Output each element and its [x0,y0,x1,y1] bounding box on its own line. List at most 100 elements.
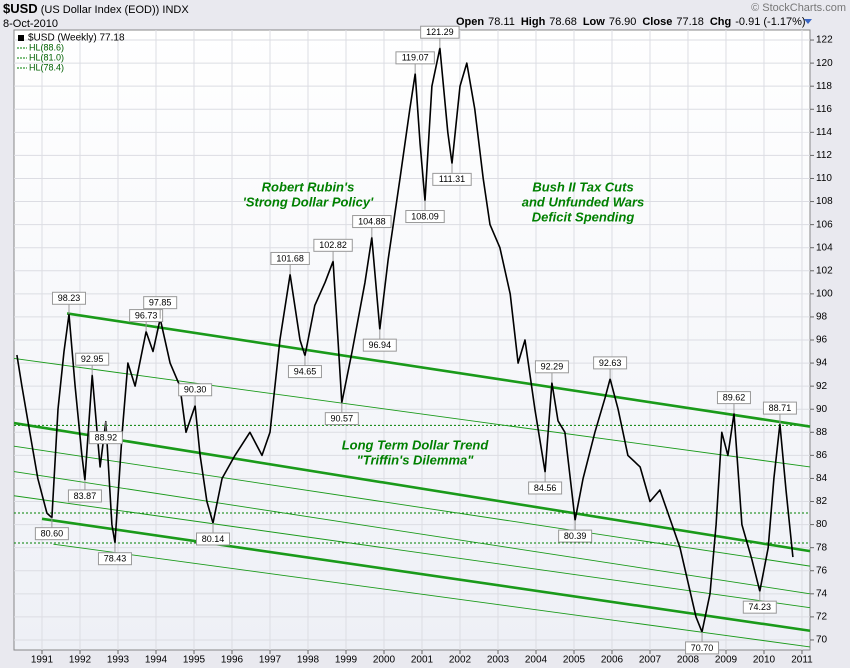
annotation-note: Long Term Dollar Trend [342,437,490,452]
index-name: (US Dollar Index (EOD)) [41,4,160,16]
annotation-label: 84.56 [534,483,557,493]
x-tick-label: 2010 [753,655,776,666]
annotation-label: 119.07 [402,53,429,63]
y-tick-label: 84 [816,473,828,484]
y-tick-label: 110 [816,173,832,184]
annotation-box [75,352,110,366]
legend-label: HL(78.4) [29,62,64,72]
trend-line [41,517,811,633]
x-tick-label: 2005 [563,655,586,666]
y-tick-label: 120 [816,58,833,69]
y-tick-label: 94 [816,358,828,369]
trend-line [13,445,811,567]
annotation-label: 101.68 [276,253,304,263]
x-tick-label: 1994 [145,655,168,666]
x-tick-label: 2003 [487,655,510,666]
annotation-box [762,401,797,415]
y-tick-label: 104 [816,242,833,253]
annotation-box [352,215,392,229]
annotation-label: 70.70 [691,643,714,653]
x-tick-label: 1992 [69,655,92,666]
trend-line [13,471,811,595]
y-tick-label: 82 [816,496,828,507]
credit: © StockCharts.com [751,2,846,14]
annotation-box [362,338,397,352]
quote-label: Close [642,16,672,28]
annotation-box [287,365,322,379]
quote-label: Chg [710,16,731,28]
annotation-label: 96.73 [135,310,158,320]
trend-line [66,312,811,428]
annotation-label: 83.87 [74,491,97,501]
annotation-label: 80.39 [564,531,587,541]
annotation-label: 80.60 [41,529,64,539]
annotation-box [742,600,777,614]
quote-label: High [521,16,546,28]
annotation-label: 96.94 [369,340,392,350]
annotation-label: 94.65 [294,366,317,376]
y-tick-label: 112 [816,150,832,161]
legend-label: $USD (Weekly) 77.18 [28,33,125,44]
annotation-box [313,238,353,252]
x-tick-label: 2007 [639,655,662,666]
trend-line [13,421,811,553]
annotation-note: and Unfunded Wars [522,194,645,209]
x-tick-label: 1997 [259,655,282,666]
y-tick-label: 88 [816,427,828,438]
x-tick-label: 1998 [297,655,320,666]
annotation-label: 74.23 [749,602,772,612]
y-tick-label: 122 [816,35,833,46]
y-tick-label: 92 [816,381,828,392]
annotation-box [97,552,132,566]
x-tick-label: 1995 [183,655,206,666]
annotation-box [270,251,310,265]
annotation-label: 92.29 [541,362,564,372]
annotation-label: 111.31 [439,174,465,184]
annotation-label: 88.71 [769,403,792,413]
annotation-note: Robert Rubin's [262,179,355,194]
y-tick-label: 86 [816,450,828,461]
quote: Open 78.11 High 78.68 Low 76.90 Close 77.18 Chg -… [456,16,806,28]
annotation-label: 108.09 [411,211,439,221]
y-tick-label: 70 [816,635,828,646]
quote-value: 77.18 [676,16,704,28]
x-tick-label: 2006 [601,655,624,666]
x-tick-label: 2002 [449,655,472,666]
annotation-box [716,391,751,405]
legend-label: HL(81.0) [29,52,64,62]
dropdown-arrow[interactable] [804,19,812,24]
x-tick-label: 1999 [335,655,358,666]
y-tick-label: 78 [816,542,828,553]
y-tick-label: 102 [816,265,833,276]
y-tick-label: 118 [816,81,832,92]
annotation-label: 92.63 [599,358,622,368]
y-tick-label: 106 [816,219,833,230]
y-tick-label: 74 [816,588,828,599]
annotation-note: "Triffin's Dilemma" [357,452,475,467]
legend-swatch [18,35,24,41]
symbol: $USD [3,1,38,16]
annotation-box [432,172,472,186]
annotation-note: Deficit Spending [532,209,635,224]
quote-value: 78.11 [488,16,515,28]
annotation-box [324,412,359,426]
annotation-label: 90.30 [184,385,207,395]
annotation-label: 121.29 [426,27,454,37]
annotation-box [143,296,178,310]
y-tick-label: 100 [816,288,833,299]
annotation-box [129,309,164,323]
y-tick-label: 108 [816,196,833,207]
y-tick-label: 80 [816,519,828,530]
trend-line [13,495,811,609]
annotation-box [51,291,86,305]
annotation-box [88,431,123,445]
annotation-label: 97.85 [149,298,172,308]
y-tick-label: 114 [816,127,832,138]
annotation-label: 88.92 [95,433,118,443]
annotation-box [534,360,569,374]
annotation-box [67,489,102,503]
annotation-label: 89.62 [723,392,746,402]
x-tick-label: 1993 [107,655,130,666]
annotation-box [178,383,213,397]
